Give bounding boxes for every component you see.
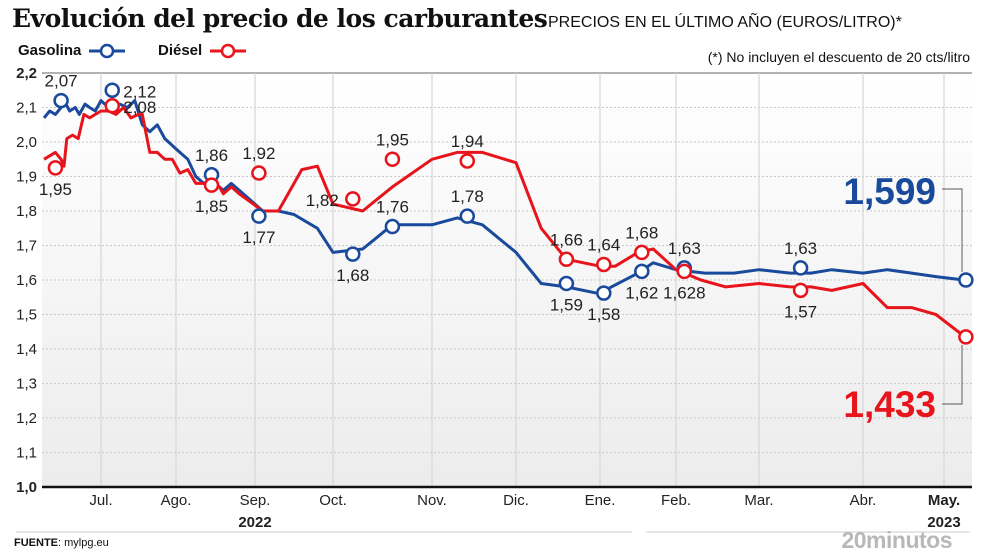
data-label: 1,59: [550, 295, 583, 314]
year-label: 2022: [238, 514, 271, 531]
callout-connector: [942, 188, 963, 272]
data-point-marker-diesel: [596, 256, 612, 273]
data-label: 1,628: [663, 283, 706, 302]
data-label: 1,57: [784, 302, 817, 321]
data-point-marker-gasolina: [345, 246, 361, 262]
data-label: 1,68: [625, 223, 658, 242]
legend-marker-diesel-icon: [210, 43, 247, 58]
y-tick-label: 2,0: [16, 134, 37, 151]
data-point-marker-diesel: [558, 251, 575, 268]
data-point-marker-gasolina: [596, 285, 612, 301]
data-label: 1,95: [39, 180, 72, 199]
data-point-marker-gasolina: [792, 260, 809, 276]
data-label: 1,76: [376, 198, 409, 217]
data-label: 1,62: [625, 283, 658, 302]
data-point-marker-diesel: [676, 263, 693, 280]
y-tick-label: 1,4: [16, 341, 37, 358]
source-credit: FUENTE: mylpg.eu: [14, 537, 109, 549]
data-point-marker-diesel: [104, 98, 120, 114]
y-tick-label: 1,7: [16, 238, 37, 255]
series-line-diesel: [43, 106, 967, 339]
data-point-marker-gasolina: [384, 218, 401, 235]
data-label: 1,68: [336, 266, 369, 285]
data-label: 2,08: [123, 98, 156, 117]
callout-connector: [942, 344, 963, 405]
legend-label-diesel: Diésel: [158, 42, 203, 59]
data-label: 1,77: [242, 228, 275, 247]
data-label: 1,82: [306, 191, 339, 210]
brand-logo: 20minutos: [841, 527, 952, 553]
x-tick-label: Feb.: [661, 492, 691, 509]
data-label: 1,66: [550, 230, 583, 249]
data-label: 1,63: [784, 239, 817, 258]
data-point-marker-diesel: [958, 329, 974, 345]
data-label: 1,95: [376, 130, 409, 149]
data-point-marker-diesel: [792, 282, 809, 299]
data-label: 1,86: [195, 146, 228, 165]
source-label: FUENTE: [14, 537, 58, 549]
x-tick-label: Mar.: [744, 492, 773, 509]
x-tick-label: May.: [928, 492, 960, 509]
data-point-marker-diesel: [203, 177, 220, 193]
y-tick-label: 1,1: [16, 445, 37, 462]
x-tick-label: Jul.: [89, 492, 112, 509]
data-point-marker-diesel: [47, 160, 64, 176]
legend-item-gasolina: Gasolina: [18, 42, 127, 59]
data-point-marker-diesel: [634, 244, 650, 261]
legend-label-gasolina: Gasolina: [18, 42, 82, 59]
latest-value-gasolina: 1,599: [843, 171, 936, 212]
data-point-marker-gasolina: [104, 82, 120, 98]
data-point-marker-gasolina: [558, 275, 575, 292]
data-point-marker-gasolina: [958, 272, 974, 288]
legend-marker-gasolina-icon: [89, 43, 126, 58]
data-point-marker-diesel: [345, 191, 361, 207]
data-point-marker-diesel: [459, 153, 476, 169]
x-tick-label: Nov.: [417, 492, 447, 509]
data-label: 2,12: [123, 82, 156, 101]
y-tick-label: 1,6: [16, 272, 37, 289]
source-value: : mylpg.eu: [58, 537, 109, 549]
x-tick-label: Sep.: [240, 492, 271, 509]
data-label: 1,94: [451, 132, 484, 151]
series-line-gasolina: [42, 99, 967, 296]
y-tick-label: 1,9: [16, 169, 37, 186]
data-label: 1,85: [195, 197, 228, 216]
footnote: (*) No incluyen el descuento de 20 cts/l…: [707, 49, 970, 65]
legend-item-diesel: Diésel: [158, 42, 248, 59]
data-point-marker-gasolina: [251, 208, 267, 224]
y-tick-label: 1,2: [16, 410, 37, 427]
y-tick-label: 2,2: [16, 65, 37, 82]
data-point-marker-gasolina: [634, 263, 650, 280]
chart-title: Evolución del precio de los carburantes: [12, 4, 548, 33]
year-label: 2023: [927, 514, 960, 531]
x-tick-label: Ago.: [161, 492, 192, 509]
data-label: 1,92: [242, 144, 275, 163]
y-tick-label: 1,8: [16, 203, 37, 220]
chart-subtitle: PRECIOS EN EL ÚLTIMO AÑO (EUROS/LITRO)*: [548, 14, 902, 31]
y-tick-label: 1,0: [16, 479, 37, 496]
data-label: 1,64: [587, 235, 620, 254]
y-tick-label: 2,1: [16, 100, 37, 117]
x-tick-label: Dic.: [503, 492, 529, 509]
y-tick-label: 1,5: [16, 307, 37, 324]
data-label: 1,63: [668, 239, 701, 258]
data-point-marker-gasolina: [53, 92, 69, 109]
x-tick-label: Oct.: [319, 492, 347, 509]
data-point-marker-diesel: [384, 151, 401, 167]
data-label: 1,58: [587, 305, 620, 324]
x-tick-label: Abr.: [850, 492, 877, 509]
x-tick-label: Ene.: [585, 492, 616, 509]
latest-value-diesel: 1,433: [843, 384, 936, 425]
data-point-marker-diesel: [251, 165, 267, 181]
y-tick-label: 1,3: [16, 376, 37, 393]
data-label: 2,07: [45, 72, 78, 91]
data-label: 1,78: [451, 187, 484, 206]
data-point-marker-gasolina: [459, 208, 476, 224]
